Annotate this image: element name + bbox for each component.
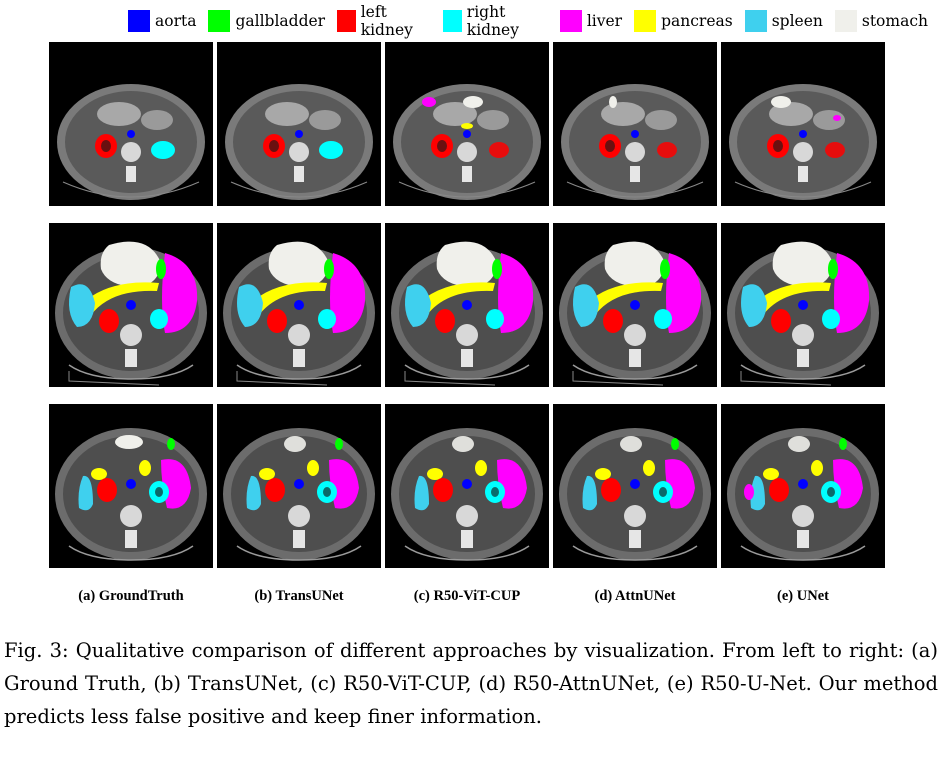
legend-item-right-kidney: right kidney xyxy=(443,3,548,39)
ct-slice-image xyxy=(553,223,717,387)
legend-item-spleen: spleen xyxy=(744,10,823,32)
ct-slice-image xyxy=(721,404,885,568)
ct-slice-image xyxy=(49,42,213,206)
ct-slice-image xyxy=(721,223,885,387)
figure-caption: Fig. 3: Qualitative comparison of differ… xyxy=(4,639,938,728)
legend-item-left-kidney: left kidney xyxy=(337,3,431,39)
legend-item-aorta: aorta xyxy=(128,10,196,32)
legend-swatch xyxy=(443,10,462,32)
legend-label: aorta xyxy=(155,12,197,30)
ct-slice-image xyxy=(217,223,381,387)
column-label-unet: (e) UNet xyxy=(777,588,829,604)
ct-slice-image xyxy=(553,404,717,568)
ct-slice-image xyxy=(385,404,549,568)
column-label-groundtruth: (a) GroundTruth xyxy=(78,588,184,604)
legend-label: right kidney xyxy=(466,3,519,39)
legend-label: pancreas xyxy=(661,12,733,30)
legend-swatch xyxy=(337,10,356,32)
legend-swatch xyxy=(208,10,231,32)
legend-item-pancreas: pancreas xyxy=(634,10,733,32)
legend-swatch xyxy=(634,10,657,32)
legend-label: stomach xyxy=(861,12,928,30)
legend-swatch xyxy=(834,10,857,32)
legend-item-gallbladder: gallbladder xyxy=(208,10,325,32)
ct-slice-image xyxy=(721,42,885,206)
legend-label: liver xyxy=(586,12,623,30)
ct-slice-image xyxy=(49,223,213,387)
legend-swatch xyxy=(744,10,767,32)
legend-swatch xyxy=(559,10,582,32)
legend-swatch xyxy=(128,10,150,32)
legend-item-liver: liver xyxy=(559,10,623,32)
column-label-transunet: (b) TransUNet xyxy=(254,588,344,604)
legend-item-stomach: stomach xyxy=(834,10,928,32)
legend: aorta gallbladder left kidney right kidney l… xyxy=(128,3,940,39)
ct-slice-image xyxy=(553,42,717,206)
column-label-attnunet: (d) AttnUNet xyxy=(594,588,676,604)
ct-slice-image xyxy=(217,42,381,206)
ct-slice-image xyxy=(385,223,549,387)
ct-slice-image xyxy=(217,404,381,568)
legend-label: left kidney xyxy=(360,3,413,39)
column-label-r50-vit-cup: (c) R50-ViT-CUP xyxy=(413,588,521,604)
legend-label: spleen xyxy=(771,12,823,30)
ct-slice-image xyxy=(49,404,213,568)
legend-label: gallbladder xyxy=(235,12,326,30)
ct-slice-image xyxy=(385,42,549,206)
